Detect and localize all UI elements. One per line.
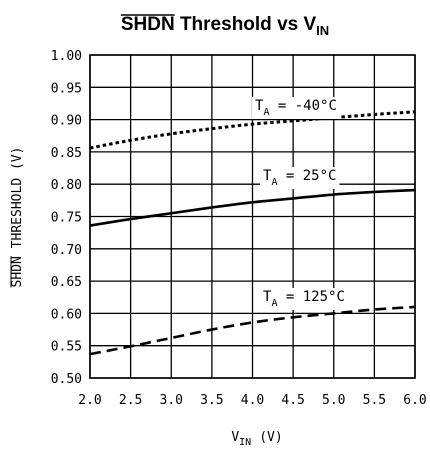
series-label-sub: A (271, 177, 277, 188)
y-tick-labels: 0.50 0.55 0.60 0.65 0.70 0.75 0.80 0.85 0.90 0.95… (51, 49, 82, 387)
y-tick-label: 0.55 (51, 340, 82, 355)
plot-frame (89, 54, 416, 379)
x-axis-label-main: V (231, 430, 239, 445)
x-tick-label: 4.0 (241, 393, 264, 408)
x-tick-label: 3.0 (160, 393, 183, 408)
x-tick-label: 6.0 (403, 393, 426, 408)
chart-title: SHDN Threshold vs VIN (121, 14, 329, 38)
y-tick-label: 0.65 (51, 275, 82, 290)
y-tick-label: 0.70 (51, 243, 82, 258)
series-label-sub: A (263, 107, 269, 118)
x-axis-label: VIN (V) (231, 430, 282, 448)
series-label-background (252, 97, 340, 119)
x-tick-label: 3.5 (200, 393, 223, 408)
y-tick-label: 0.50 (51, 372, 82, 387)
x-tick-label: 5.0 (322, 393, 345, 408)
y-tick-label: 0.85 (51, 146, 82, 161)
y-tick-label: 0.60 (51, 307, 82, 322)
x-tick-label: 5.5 (363, 393, 386, 408)
x-tick-label: 2.0 (78, 393, 101, 408)
series-label-rest: = 25°C (277, 168, 336, 184)
y-tick-label: 0.90 (51, 114, 82, 129)
x-tick-label: 2.5 (119, 393, 142, 408)
title-middle-text: Threshold vs V (175, 14, 317, 35)
series-label-background (260, 167, 340, 189)
series-label-backgrounds (252, 97, 348, 310)
series-label-rest: = 125°C (277, 289, 344, 305)
series-label-main: T (255, 98, 264, 114)
series-label-main: T (263, 289, 272, 305)
series-labels: TA = -40°CTA = 25°CTA = 125°C (255, 98, 345, 309)
y-tick-label: 1.00 (51, 49, 82, 64)
series-label-125c: TA = 125°C (263, 289, 345, 309)
series-label-25c: TA = 25°C (263, 168, 336, 188)
series-label-minus40c: TA = -40°C (255, 98, 337, 118)
title-overbar-text: SHDN (121, 14, 175, 35)
x-axis-label-sub: IN (239, 437, 251, 448)
series-label-main: T (263, 168, 272, 184)
y-axis-label-rest: THRESHOLD (V) (10, 147, 25, 257)
x-axis-label-unit: (V) (259, 430, 282, 445)
series-line-minus40c (89, 110, 416, 150)
series-label-sub: A (271, 298, 277, 309)
x-tick-labels: 2.0 2.5 3.0 3.5 4.0 4.5 5.0 5.5 6.0 (78, 393, 426, 408)
y-tick-label: 0.80 (51, 178, 82, 193)
series-line-25c (89, 188, 416, 227)
y-axis-label-group: SHDN THRESHOLD (V) (10, 147, 25, 288)
y-axis-label: SHDN THRESHOLD (V) (10, 147, 25, 288)
y-axis-label-overbar-text: SHDN (10, 256, 25, 287)
series-label-rest: = -40°C (269, 98, 336, 114)
series-group (89, 110, 416, 356)
series-label-background (260, 288, 348, 310)
x-tick-label: 4.5 (281, 393, 304, 408)
series-line-125c (89, 305, 416, 356)
title-subscript: IN (316, 23, 329, 38)
y-tick-label: 0.75 (51, 211, 82, 226)
y-tick-label: 0.95 (51, 81, 82, 96)
